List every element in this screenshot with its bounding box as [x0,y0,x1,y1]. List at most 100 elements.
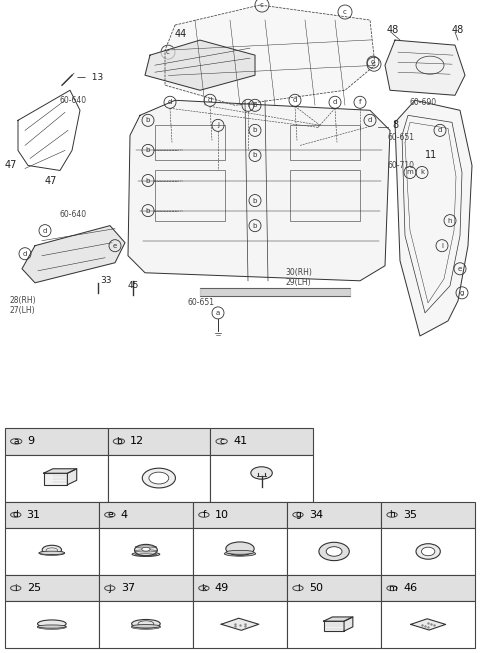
Text: c: c [372,61,376,67]
Polygon shape [44,469,77,473]
Text: j: j [217,122,219,129]
Text: f: f [202,510,205,519]
Text: 9: 9 [28,436,35,447]
Bar [210,454,313,502]
Polygon shape [165,5,375,105]
Text: 44: 44 [175,29,187,39]
Bar [193,502,287,528]
Text: 60-651: 60-651 [388,133,415,142]
Text: l: l [297,584,300,593]
Polygon shape [344,617,353,631]
Text: m: m [407,170,413,176]
Polygon shape [395,101,472,336]
Bar [210,428,313,454]
Ellipse shape [134,545,157,556]
Text: c: c [260,2,264,8]
Polygon shape [385,40,465,95]
Text: 29(LH): 29(LH) [285,278,311,287]
Ellipse shape [226,550,254,554]
Text: d: d [23,251,27,257]
Bar [193,601,287,648]
Text: h: h [448,217,452,223]
Text: 49: 49 [215,583,229,593]
Text: d: d [43,228,47,234]
Text: b: b [253,103,257,108]
Text: e: e [107,510,113,519]
Bar [290,125,360,161]
Text: c: c [343,9,347,15]
Bar [5,502,99,528]
Ellipse shape [149,472,169,484]
Bar [155,170,225,221]
Text: 60-710: 60-710 [388,161,415,170]
Text: 4: 4 [121,510,128,520]
Bar [108,428,210,454]
Text: 34: 34 [309,510,323,520]
Ellipse shape [224,551,256,556]
Bar [287,528,381,575]
Ellipse shape [132,552,160,556]
Bar [108,454,210,502]
Text: b: b [146,208,150,214]
Text: b: b [116,437,122,446]
Text: h: h [389,510,395,519]
Bar [381,601,475,648]
Bar [290,170,360,221]
Text: 8: 8 [392,120,398,131]
Text: b: b [253,127,257,133]
Text: f: f [359,99,361,105]
Bar [5,454,108,502]
Bar [99,502,193,528]
Bar [381,575,475,601]
Polygon shape [324,617,353,621]
Text: 11: 11 [425,150,437,161]
Text: 45: 45 [128,281,139,291]
Text: j: j [108,584,111,593]
Text: 25: 25 [27,583,41,593]
Text: g: g [460,290,464,296]
Polygon shape [221,618,259,630]
Ellipse shape [132,625,160,629]
Ellipse shape [37,625,66,628]
Ellipse shape [132,624,160,628]
Bar [381,528,475,575]
Ellipse shape [37,625,66,629]
Text: i: i [14,584,17,593]
Text: b: b [146,148,150,153]
Text: 48: 48 [387,25,399,35]
Ellipse shape [319,542,349,561]
Text: b: b [146,118,150,123]
Text: 60-690: 60-690 [410,98,437,107]
Ellipse shape [226,542,254,555]
Text: i: i [247,103,249,108]
Polygon shape [411,619,445,630]
Bar [5,428,108,454]
Text: 28(RH): 28(RH) [10,296,36,306]
Text: e: e [113,243,117,249]
Text: e: e [458,266,462,272]
Bar [44,473,67,485]
Bar [99,601,193,648]
Text: 47: 47 [5,161,17,170]
Text: b: b [253,223,257,229]
Text: 41: 41 [233,436,247,447]
Ellipse shape [142,468,176,488]
Text: 60-640: 60-640 [60,96,87,104]
Bar [287,502,381,528]
Ellipse shape [132,620,160,628]
Text: 31: 31 [27,510,41,520]
Text: 27(LH): 27(LH) [10,306,36,315]
Bar [155,125,225,161]
Text: g: g [295,510,301,519]
Ellipse shape [39,551,65,555]
Bar [287,601,381,648]
Ellipse shape [37,620,66,628]
Text: 10: 10 [215,510,229,520]
Bar [99,528,193,575]
Text: l: l [441,243,443,249]
Text: d: d [368,118,372,123]
Text: c: c [219,437,224,446]
Text: b: b [253,198,257,204]
Text: d: d [208,97,212,103]
Text: a: a [216,310,220,316]
